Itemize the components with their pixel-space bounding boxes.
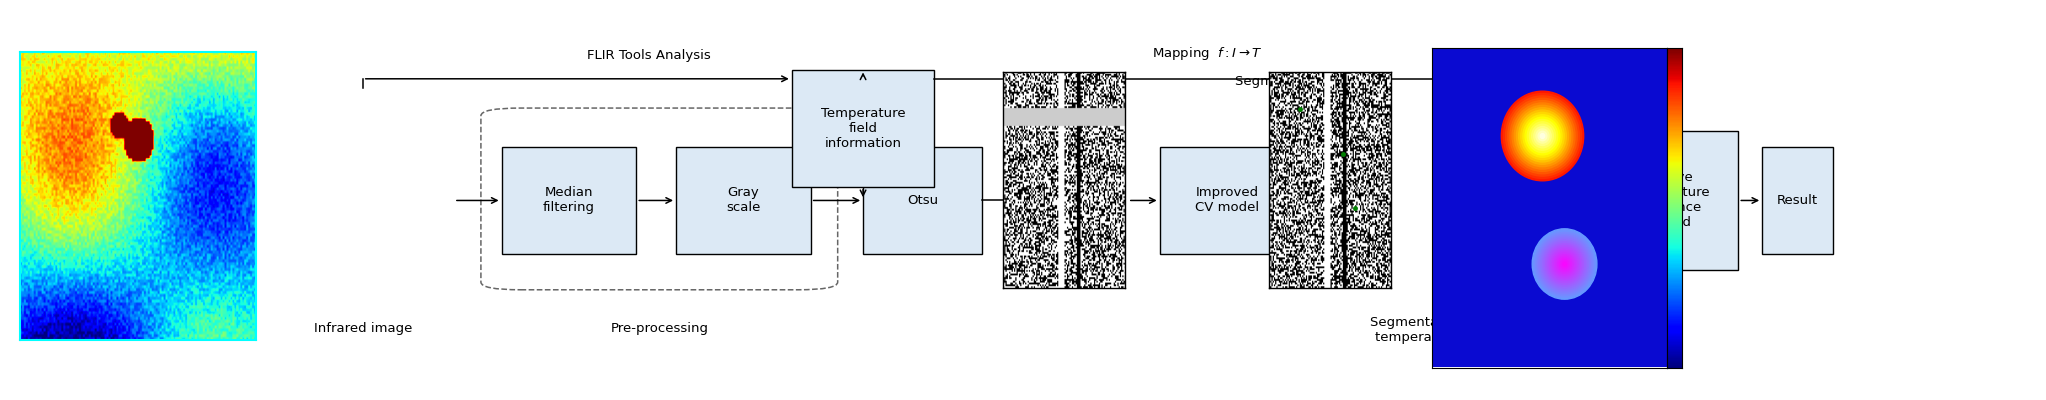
Circle shape: [1539, 236, 1590, 292]
Circle shape: [1543, 240, 1588, 288]
Text: Pre-processing: Pre-processing: [612, 322, 710, 335]
Circle shape: [1553, 251, 1577, 277]
Circle shape: [1551, 249, 1577, 279]
Text: Otsu: Otsu: [906, 194, 937, 207]
Circle shape: [1512, 103, 1573, 169]
Text: Segment result: Segment result: [1236, 75, 1338, 88]
Circle shape: [1555, 253, 1575, 275]
Circle shape: [1524, 117, 1559, 155]
Circle shape: [1506, 96, 1580, 176]
Circle shape: [1545, 242, 1586, 286]
Circle shape: [1541, 134, 1545, 138]
Text: Median
filtering: Median filtering: [542, 186, 595, 214]
FancyBboxPatch shape: [501, 146, 636, 254]
Text: Relative
Temperature
Difference
Method: Relative Temperature Difference Method: [1625, 172, 1708, 230]
Circle shape: [1539, 131, 1547, 141]
Circle shape: [1526, 120, 1557, 152]
Circle shape: [1530, 122, 1555, 150]
Circle shape: [1510, 101, 1575, 171]
Text: Gray
scale: Gray scale: [726, 186, 761, 214]
FancyBboxPatch shape: [863, 146, 982, 254]
Circle shape: [1537, 129, 1549, 143]
Circle shape: [1532, 124, 1553, 148]
Text: Infrared image: Infrared image: [315, 322, 413, 335]
Text: Result: Result: [1778, 194, 1819, 207]
Text: Temperature
field
information: Temperature field information: [820, 106, 906, 150]
Circle shape: [1541, 238, 1588, 290]
Circle shape: [1508, 98, 1577, 174]
Circle shape: [1549, 247, 1580, 281]
Circle shape: [1532, 229, 1596, 299]
Circle shape: [1504, 94, 1582, 178]
Text: FLIR Tools Analysis: FLIR Tools Analysis: [587, 49, 710, 62]
Circle shape: [1537, 232, 1594, 296]
FancyBboxPatch shape: [1762, 146, 1833, 254]
Circle shape: [1547, 244, 1584, 284]
Circle shape: [1561, 260, 1567, 268]
Circle shape: [1557, 255, 1573, 273]
Circle shape: [1547, 246, 1582, 282]
Circle shape: [1518, 110, 1567, 162]
FancyBboxPatch shape: [1596, 131, 1739, 270]
Circle shape: [1522, 115, 1561, 157]
Circle shape: [1516, 108, 1569, 164]
Text: Mapping  $f:I\rightarrow T$: Mapping $f:I\rightarrow T$: [1152, 45, 1262, 62]
Circle shape: [1534, 126, 1551, 146]
Circle shape: [1502, 91, 1584, 181]
FancyBboxPatch shape: [1160, 146, 1295, 254]
Circle shape: [1520, 112, 1563, 160]
FancyBboxPatch shape: [675, 146, 810, 254]
Text: Segmentation results with
temperature information: Segmentation results with temperature in…: [1371, 316, 1545, 344]
Circle shape: [1557, 256, 1571, 272]
Text: Otsu2  image: Otsu2 image: [1035, 75, 1125, 88]
Circle shape: [1559, 258, 1569, 270]
FancyBboxPatch shape: [792, 70, 935, 186]
Circle shape: [1563, 262, 1567, 266]
Circle shape: [1534, 231, 1596, 297]
Circle shape: [1514, 105, 1571, 167]
Text: Improved
CV model: Improved CV model: [1195, 186, 1258, 214]
Circle shape: [1537, 234, 1592, 294]
